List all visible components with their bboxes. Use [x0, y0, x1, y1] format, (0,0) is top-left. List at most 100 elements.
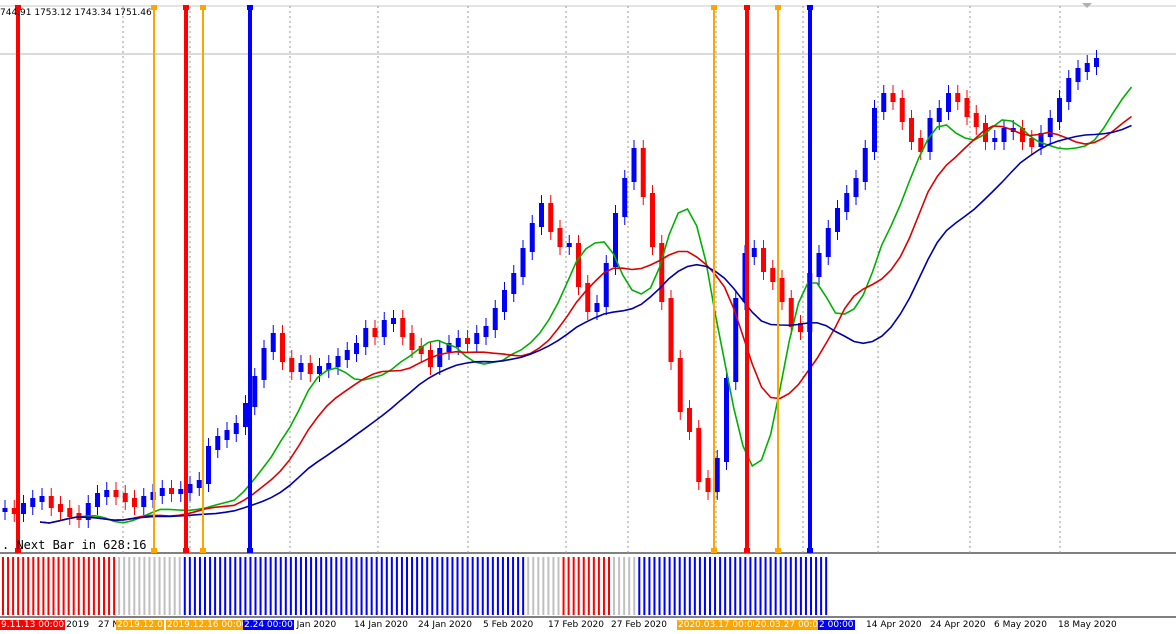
histogram-bar — [759, 557, 762, 615]
histogram-bar — [67, 557, 70, 615]
histogram-bar — [825, 557, 828, 615]
candle-body — [354, 343, 359, 354]
histogram-bar — [537, 557, 540, 615]
histogram-bar — [804, 557, 807, 615]
histogram-bar — [436, 557, 439, 615]
vline-handle — [183, 548, 189, 553]
histogram-bar — [522, 557, 525, 615]
candle-body — [132, 498, 137, 507]
histogram-bar — [779, 557, 782, 615]
histogram-bar — [784, 557, 787, 615]
candle-body — [502, 290, 507, 312]
vline-handle — [744, 5, 750, 10]
histogram-bar — [400, 557, 403, 615]
candle-body — [1057, 98, 1062, 122]
candle-body — [113, 490, 119, 497]
histogram-bar — [355, 557, 358, 615]
ohlc-readout: 744.91 1753.12 1743.34 1751.46 — [0, 8, 152, 18]
vline-handle — [807, 548, 813, 553]
histogram-bar — [269, 557, 272, 615]
histogram-bar — [385, 557, 388, 615]
histogram-bar — [224, 557, 227, 615]
histogram-bar — [527, 557, 530, 615]
candle-body — [973, 113, 979, 127]
histogram-bar — [57, 557, 60, 615]
histogram-bar — [118, 557, 121, 615]
histogram-bar — [426, 557, 429, 615]
candle-body — [372, 328, 378, 337]
histogram-bar — [582, 557, 585, 615]
histogram-bar — [103, 557, 105, 615]
histogram-bar — [234, 557, 237, 615]
candle-body — [936, 108, 942, 122]
histogram-bar — [305, 557, 307, 615]
histogram-bar — [532, 557, 535, 615]
time-tick: 2 Jan 2020 — [288, 620, 337, 630]
vline-label[interactable]: 9.11.13 00:00 — [0, 620, 66, 630]
histogram-bar — [22, 557, 25, 615]
vline-label[interactable]: 2019.12.16 00:00 — [166, 620, 249, 630]
time-tick: 27 Feb 2020 — [611, 620, 668, 630]
histogram-bar — [507, 557, 509, 615]
candle-body — [659, 243, 665, 302]
candle-body — [409, 333, 415, 350]
histogram-bar — [658, 557, 661, 615]
histogram-bar — [820, 557, 823, 615]
histogram-bar — [395, 557, 398, 615]
histogram-bar — [552, 557, 555, 615]
candle-body — [233, 423, 239, 434]
candle-body — [825, 228, 831, 257]
vline-label[interactable]: 2020.03.17 00:00 — [677, 620, 760, 630]
histogram-bar — [638, 557, 641, 615]
candle-body — [1020, 128, 1025, 142]
slow-moving-average — [39, 124, 1132, 524]
histogram-bar — [87, 557, 90, 615]
time-tick: 14 Jan 2020 — [354, 620, 408, 630]
candle-body — [687, 408, 692, 432]
candle-body — [964, 98, 970, 117]
histogram-bar — [37, 557, 40, 615]
histogram-bar — [406, 557, 408, 615]
candle-body — [529, 223, 535, 252]
vline-label[interactable]: 2.24 00:00 — [243, 620, 294, 630]
candle-body — [761, 248, 766, 272]
histogram-bar — [471, 557, 474, 615]
vline-handle — [200, 548, 206, 553]
histogram-bar — [7, 557, 10, 615]
chart-shift-marker-icon[interactable] — [1082, 3, 1092, 8]
histogram-bar — [729, 557, 732, 615]
histogram-bar — [163, 557, 166, 615]
histogram-bar — [602, 557, 605, 615]
vline-label[interactable]: 2 00:00 — [818, 620, 855, 630]
histogram-bar — [244, 557, 247, 615]
candle-body — [640, 148, 646, 197]
candle-body — [270, 333, 276, 352]
candle-body — [779, 278, 785, 302]
candle-body — [159, 488, 165, 496]
candle-body — [21, 503, 26, 514]
candle-body — [483, 326, 489, 337]
candle-body — [770, 268, 776, 282]
histogram-bar — [82, 557, 85, 615]
histogram-bar — [188, 557, 191, 615]
candle-body — [58, 504, 63, 512]
histogram-bar — [32, 557, 35, 615]
histogram-bar — [628, 557, 631, 615]
candle-body — [261, 348, 267, 380]
candle-body — [11, 508, 17, 514]
histogram-bar — [461, 557, 464, 615]
histogram-bar — [724, 557, 727, 615]
histogram-bar — [734, 557, 737, 615]
vline-label[interactable]: 20.03.27 00:00 — [754, 620, 825, 630]
histogram-bar — [683, 557, 686, 615]
candle-body — [30, 498, 36, 507]
candle-body — [252, 376, 258, 407]
histogram-bar — [138, 557, 141, 615]
candle-body — [418, 346, 424, 354]
candle-body — [835, 208, 840, 232]
histogram-bar — [239, 557, 242, 615]
histogram-bar — [623, 557, 626, 615]
vline-label[interactable]: 2019.12.0 — [116, 620, 164, 630]
